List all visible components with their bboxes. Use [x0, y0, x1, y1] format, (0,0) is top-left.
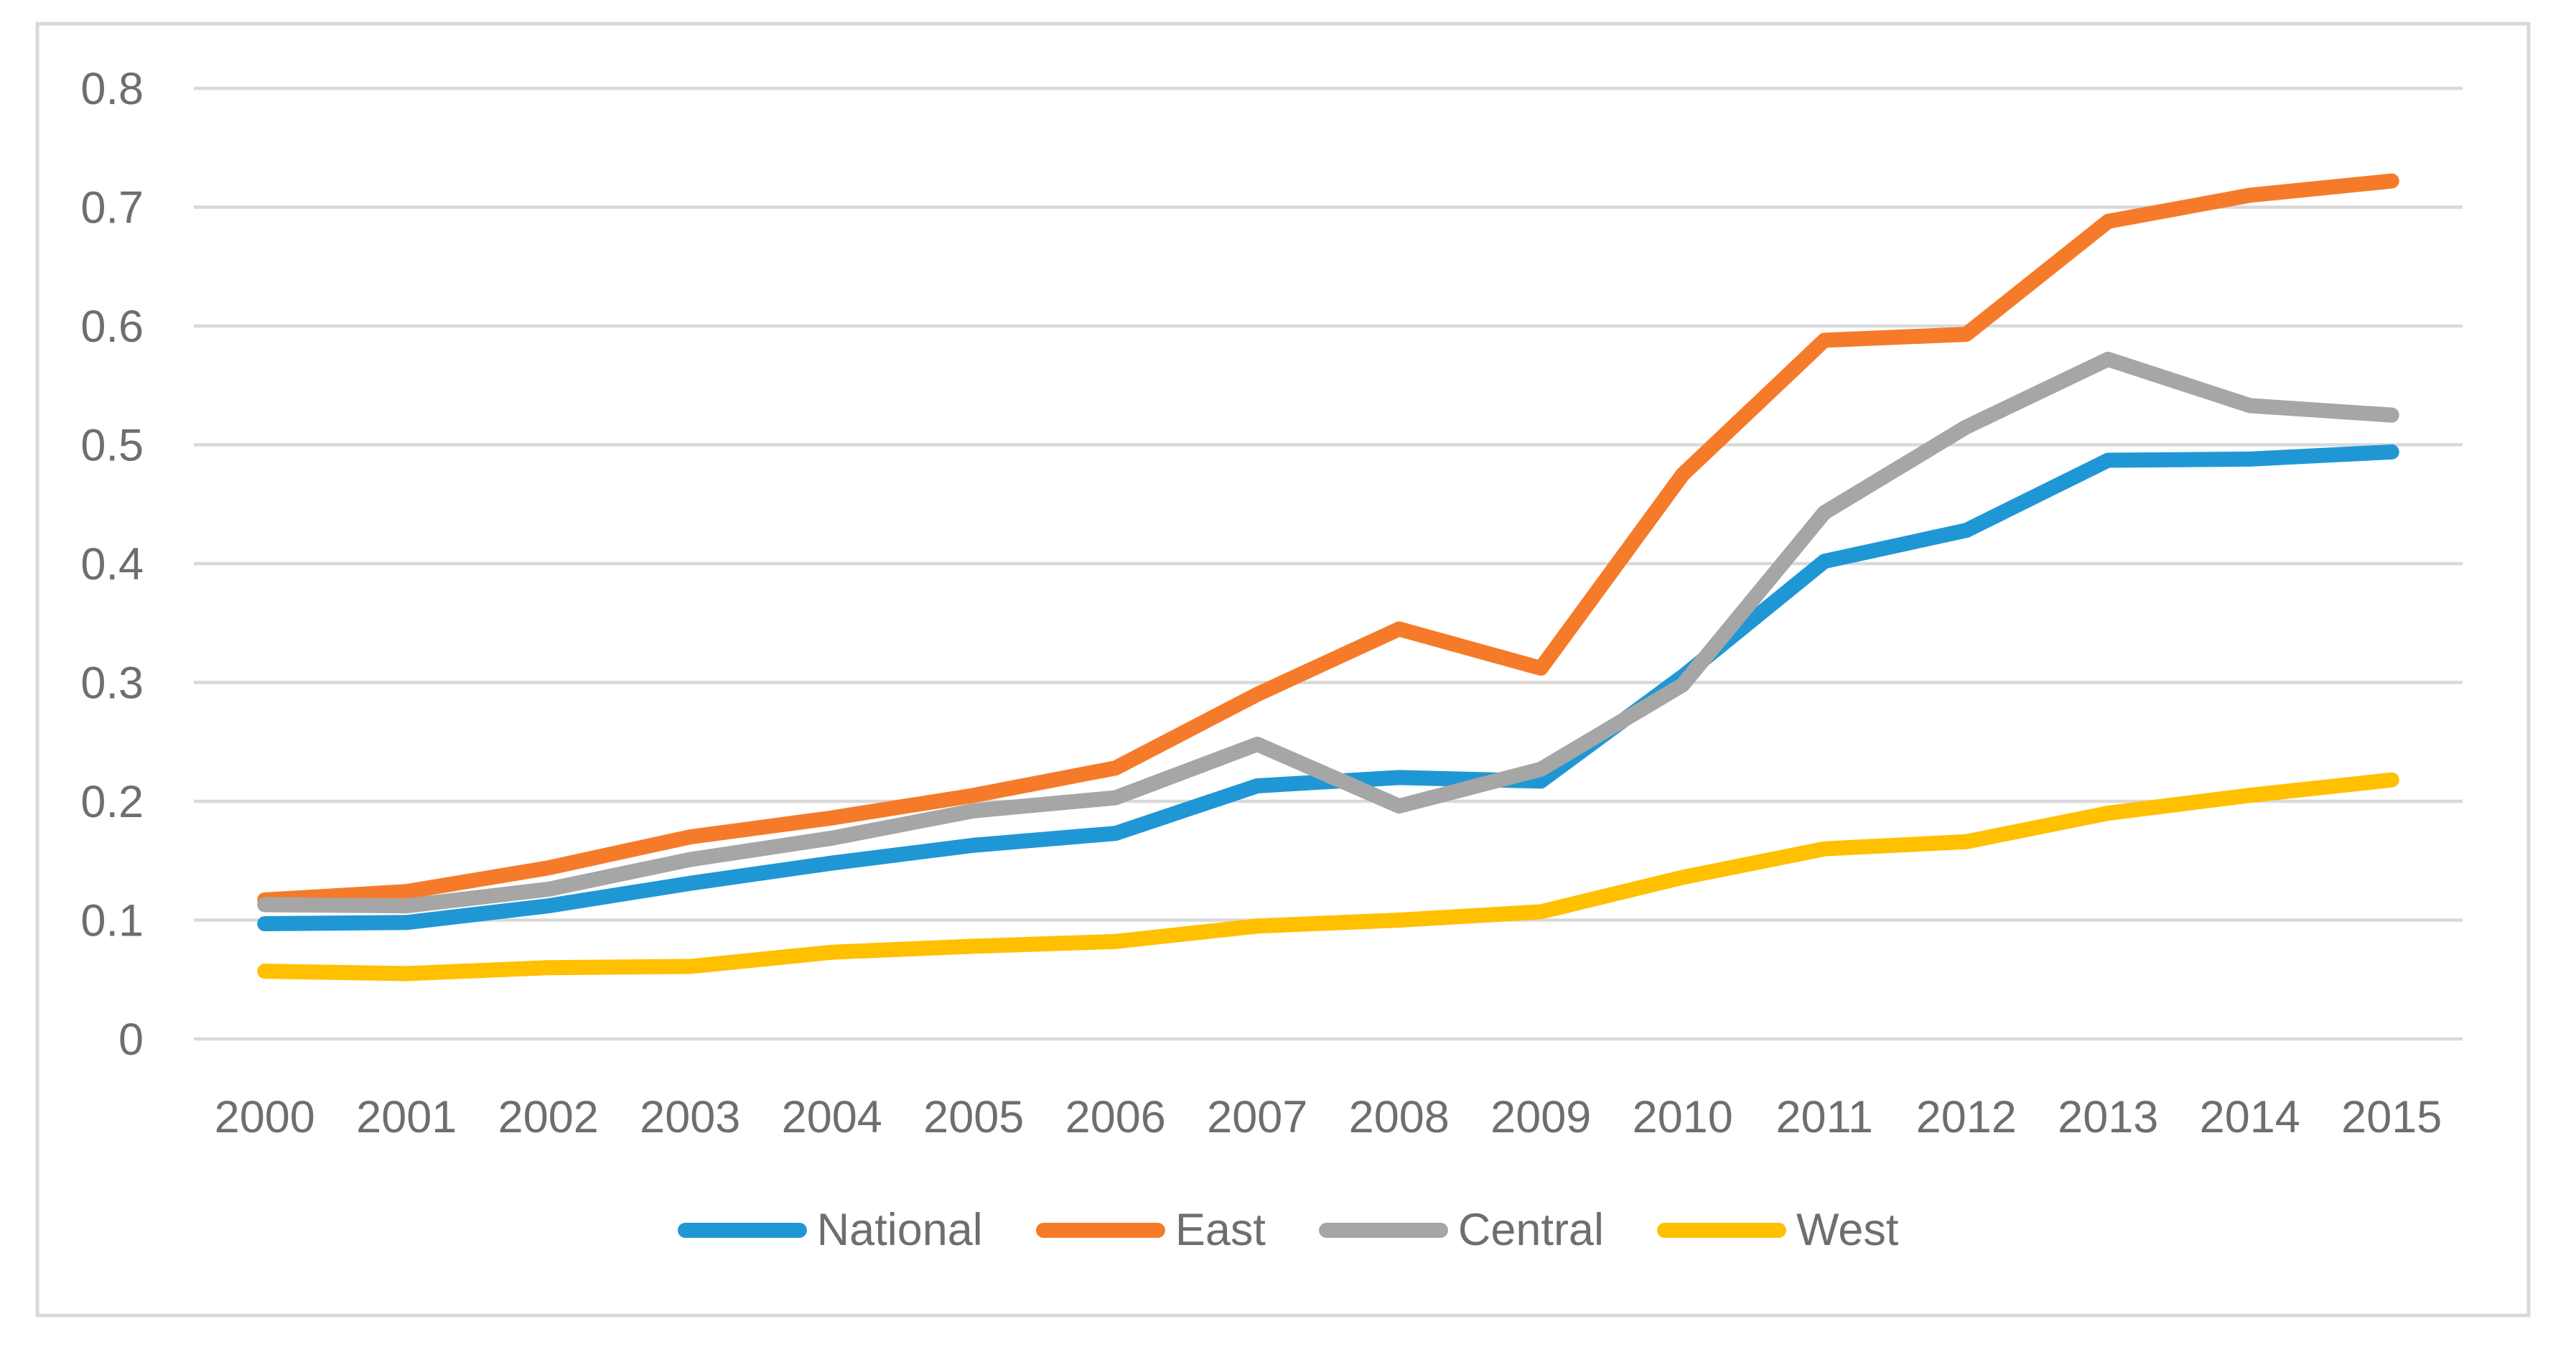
x-axis-label: 2005: [923, 1092, 1024, 1142]
x-axis-label: 2000: [215, 1092, 315, 1142]
legend-label: West: [1796, 1204, 1899, 1255]
series-line-east: [257, 173, 2399, 908]
x-axis-label: 2007: [1207, 1092, 1307, 1142]
y-axis-label: 0.3: [80, 658, 144, 709]
legend-label: East: [1175, 1204, 1266, 1255]
legend-item-national: National: [677, 1204, 983, 1255]
legend-item-east: East: [1035, 1204, 1266, 1255]
series-line-central: [257, 351, 2399, 914]
x-axis-label: 2015: [2341, 1092, 2442, 1142]
x-axis-label: 2001: [356, 1092, 457, 1142]
x-axis-label: 2009: [1490, 1092, 1591, 1142]
gridlines: [194, 86, 2463, 1041]
y-axis-label: 0.2: [80, 777, 144, 827]
x-axis-labels: 2000 2001 2002 2003 2004 2005 2006 2007 2008 2009…: [215, 1092, 2442, 1142]
legend-label: Central: [1457, 1204, 1604, 1255]
series-lines: [257, 173, 2399, 982]
figure-border: [35, 22, 2531, 1318]
x-axis-label: 2002: [498, 1092, 599, 1142]
x-axis-label: 2004: [782, 1092, 882, 1142]
x-axis-label: 2010: [1633, 1092, 1733, 1142]
y-axis-labels: 0 0.1 0.2 0.3 0.4 0.5 0.6 0.7 0.8: [80, 64, 144, 1065]
y-axis-label: 0.4: [80, 539, 144, 589]
y-axis-label: 0.8: [80, 64, 144, 114]
legend-swatch-national: [677, 1222, 807, 1238]
y-axis-label: 0.1: [80, 896, 144, 946]
y-axis-label: 0.6: [80, 302, 144, 352]
legend-swatch-west: [1656, 1222, 1786, 1238]
legend-label: National: [816, 1204, 983, 1255]
series-line-west: [257, 772, 2399, 982]
y-axis-label: 0.7: [80, 183, 144, 233]
x-axis-label: 2012: [1916, 1092, 2017, 1142]
x-axis-label: 2011: [1776, 1092, 1873, 1142]
legend: National East Central West: [0, 1203, 2576, 1257]
x-axis-label: 2013: [2058, 1092, 2158, 1142]
legend-item-west: West: [1656, 1204, 1899, 1255]
legend-swatch-central: [1318, 1222, 1448, 1238]
y-axis-label: 0: [118, 1015, 144, 1065]
x-axis-label: 2008: [1349, 1092, 1450, 1142]
legend-swatch-east: [1035, 1222, 1165, 1238]
legend-item-central: Central: [1318, 1204, 1604, 1255]
x-axis-label: 2014: [2200, 1092, 2300, 1142]
x-axis-label: 2003: [640, 1092, 740, 1142]
y-axis-label: 0.5: [80, 421, 144, 471]
x-axis-label: 2006: [1065, 1092, 1166, 1142]
